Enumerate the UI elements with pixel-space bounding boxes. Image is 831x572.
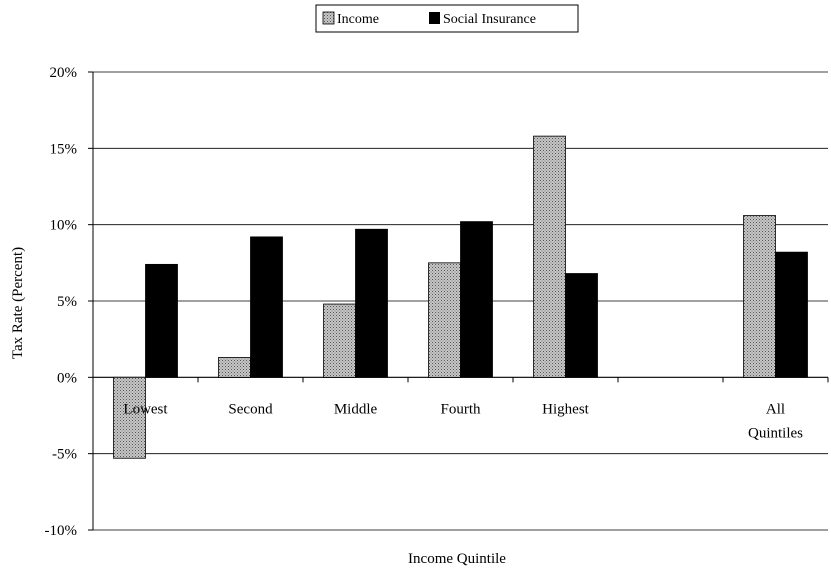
- bars: [113, 135, 808, 459]
- x-axis-title: Income Quintile: [408, 551, 506, 567]
- bar-income: [743, 215, 776, 378]
- bar-income: [428, 262, 461, 378]
- x-category-label: Quintiles: [748, 425, 803, 441]
- y-tick-label: 0%: [57, 370, 77, 386]
- y-tick-label: 5%: [57, 294, 77, 310]
- legend-label-income: Income: [337, 12, 379, 27]
- y-tick-label: -5%: [52, 447, 77, 463]
- bar-social-insurance: [565, 273, 598, 378]
- x-category-label: Middle: [334, 401, 378, 417]
- y-tick-label: 15%: [50, 141, 78, 157]
- bar-income: [218, 357, 251, 378]
- x-category-label: All: [766, 401, 785, 417]
- gridlines: [93, 71, 828, 531]
- bar-income: [323, 303, 356, 378]
- legend-label-social-insurance: Social Insurance: [443, 12, 536, 27]
- bar-income: [533, 135, 566, 378]
- y-tick-label: -10%: [45, 523, 78, 539]
- x-category-label: Lowest: [123, 401, 168, 417]
- bar-social-insurance: [460, 221, 493, 378]
- x-category-label: Second: [228, 401, 273, 417]
- bar-income: [113, 376, 146, 459]
- x-category-label: Fourth: [440, 401, 481, 417]
- legend: Income Social Insurance: [315, 4, 579, 33]
- y-axis: -10% -5% 0% 5% 10% 15% 20%: [45, 65, 94, 539]
- y-tick-label: 10%: [50, 218, 78, 234]
- legend-swatch-income: [322, 11, 335, 25]
- bar-social-insurance: [355, 228, 388, 378]
- bar-social-insurance: [250, 236, 283, 378]
- y-axis-title: Tax Rate (Percent): [10, 247, 26, 359]
- bar-social-insurance: [775, 251, 808, 378]
- x-category-labels: Lowest Second Middle Fourth Highest All Quinti…: [123, 377, 829, 441]
- legend-box: [315, 4, 579, 33]
- legend-swatch-social-insurance: [429, 12, 440, 24]
- y-tick-label: 20%: [50, 65, 78, 81]
- bar-social-insurance: [145, 263, 178, 378]
- x-category-label: Highest: [542, 401, 589, 417]
